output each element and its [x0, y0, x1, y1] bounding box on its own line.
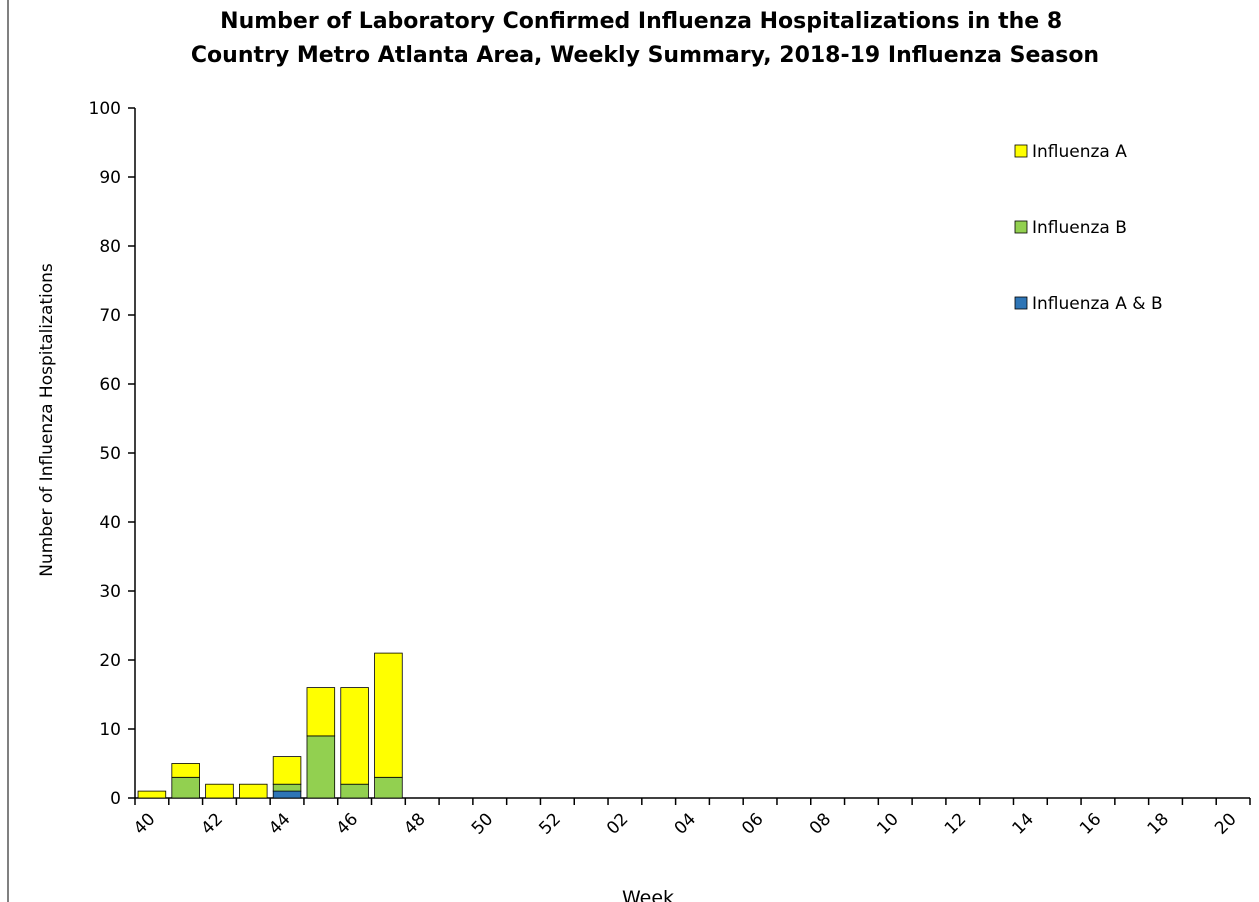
bar-segment [306, 687, 336, 737]
x-tick-label: 46 [333, 809, 362, 838]
title-line: Country Metro Atlanta Area, Weekly Summa… [191, 43, 1099, 68]
y-axis-label: Number of Influenza Hospitalizations [37, 263, 57, 577]
bar-segment [340, 687, 369, 785]
x-tick-label: 42 [198, 809, 227, 838]
x-tick-label: 10 [873, 809, 902, 838]
y-tick-label: 100 [89, 99, 121, 119]
legend-label: Influenza B [1032, 218, 1127, 238]
y-tick-label: 40 [99, 513, 121, 533]
bar-segment [272, 783, 302, 792]
bar-segment [137, 790, 167, 799]
bar-segment [272, 756, 302, 785]
bar-segment [374, 776, 403, 799]
x-tick-label: 02 [603, 809, 632, 838]
x-axis-label: Week [622, 887, 674, 902]
legend-swatch [1014, 144, 1028, 158]
x-tick-label: 06 [738, 809, 767, 838]
x-tick-label: 12 [941, 809, 970, 838]
x-tick-label: 50 [468, 809, 497, 838]
legend-swatch [1014, 296, 1028, 310]
x-tick-label: 04 [671, 809, 700, 838]
x-tick-label: 18 [1144, 809, 1173, 838]
bar-segment [272, 790, 302, 799]
x-tick-label: 44 [265, 809, 294, 838]
y-tick-label: 10 [99, 720, 121, 740]
x-tick-label: 52 [535, 809, 564, 838]
y-tick-label: 90 [99, 168, 121, 188]
chart-title: Number of Laboratory Confirmed Influenza… [191, 9, 1099, 68]
y-tick-label: 70 [99, 306, 121, 326]
y-tick-label: 30 [99, 582, 121, 602]
legend-swatch [1014, 220, 1028, 234]
y-tick-label: 60 [99, 375, 121, 395]
x-tick-label: 14 [1008, 809, 1037, 838]
y-tick-label: 80 [99, 237, 121, 257]
x-tick-label: 20 [1211, 809, 1240, 838]
y-tick-label: 50 [99, 444, 121, 464]
bar-segment [205, 783, 234, 799]
bar-segment [239, 783, 268, 799]
bar-segment [171, 763, 200, 778]
x-tick-label: 16 [1076, 809, 1105, 838]
x-tick-label: 40 [130, 809, 159, 838]
y-tick-label: 20 [99, 651, 121, 671]
y-tick-label: 0 [110, 789, 121, 809]
title-line: Number of Laboratory Confirmed Influenza… [220, 9, 1062, 34]
legend-label: Influenza A [1032, 142, 1127, 162]
bar-segment [171, 776, 200, 799]
bar-segment [340, 783, 369, 799]
bar-segment [306, 735, 336, 799]
bar-segment [374, 652, 403, 778]
legend-label: Influenza A & B [1032, 294, 1163, 314]
x-tick-label: 08 [806, 809, 835, 838]
x-tick-label: 48 [400, 809, 429, 838]
